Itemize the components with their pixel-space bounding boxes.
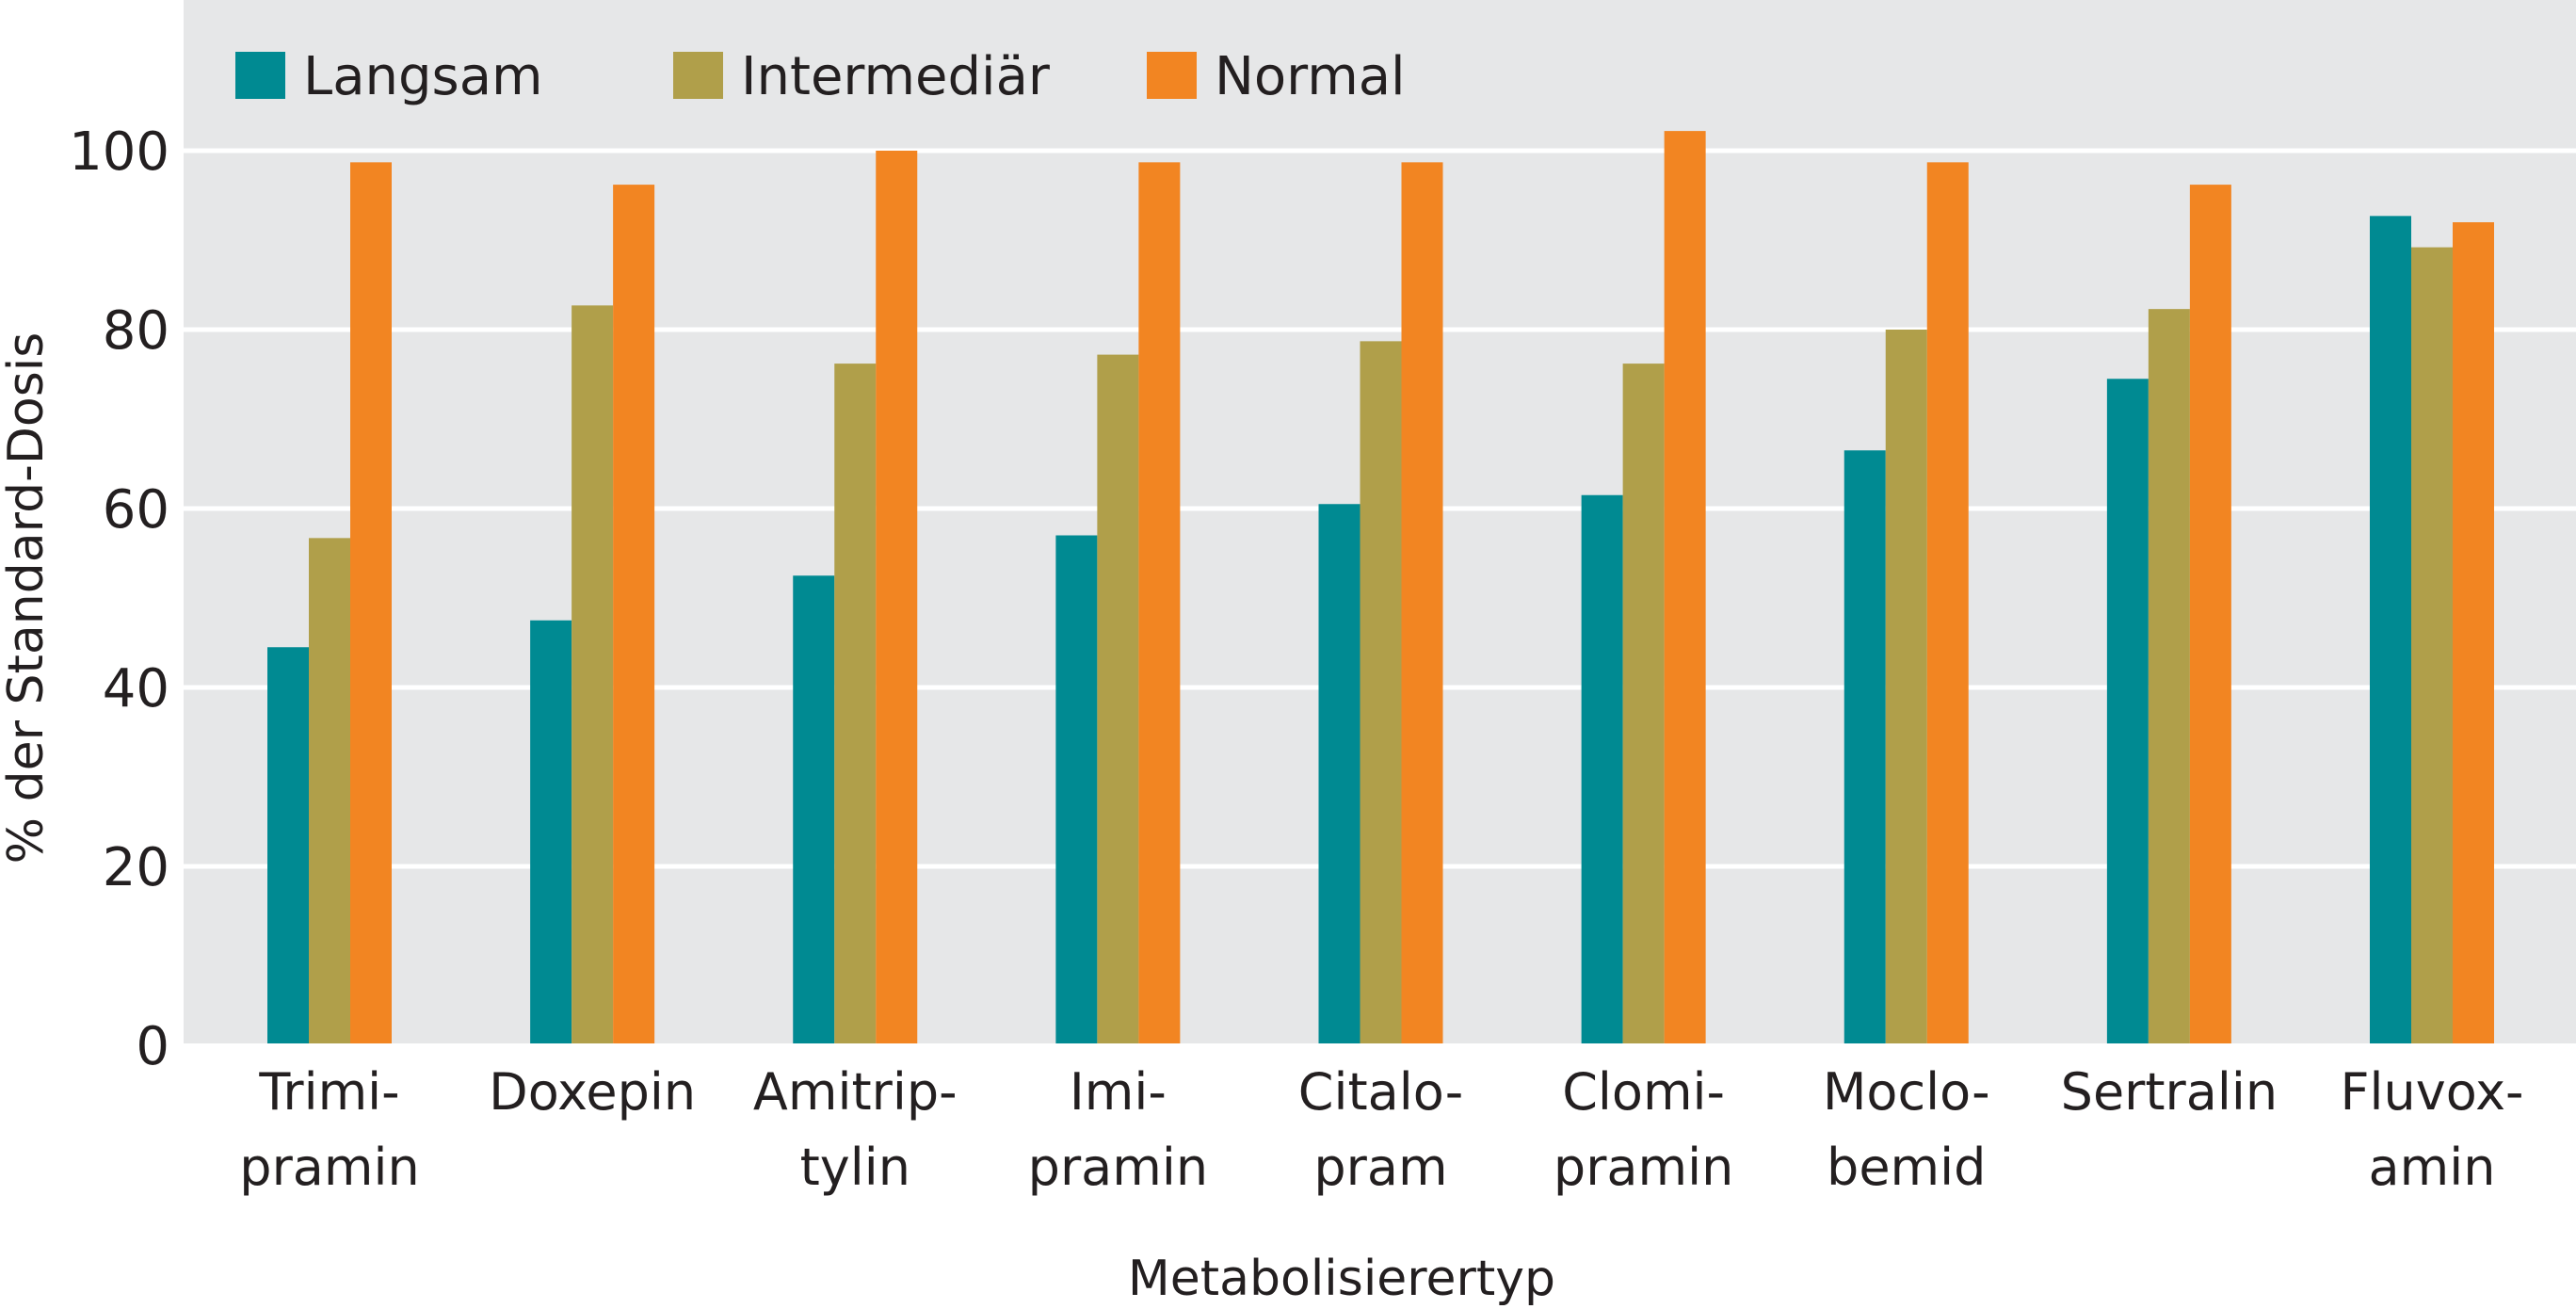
x-category-label: Trimi- (258, 1062, 399, 1122)
bars (267, 131, 2494, 1046)
x-category-label: Sertralin (2061, 1062, 2278, 1122)
legend-label: Langsam (303, 46, 543, 107)
y-tick-label: 80 (103, 300, 169, 362)
y-tick-label: 60 (103, 479, 169, 541)
bar-intermedir-1 (572, 305, 614, 1046)
bar-langsam-3 (1055, 535, 1098, 1045)
x-category-label: Amitrip- (753, 1062, 958, 1122)
x-category-label: Citalo- (1298, 1062, 1464, 1122)
bar-intermedir-2 (834, 364, 877, 1046)
x-category-label: tylin (800, 1138, 910, 1197)
bar-normal-6 (1926, 162, 1969, 1046)
y-tick-label: 20 (103, 837, 169, 898)
bar-normal-7 (2189, 185, 2231, 1046)
y-tick-label: 100 (69, 121, 169, 183)
legend-swatch-normal (1147, 52, 1197, 99)
x-axis-title: Metabolisierertyp (1128, 1251, 1555, 1307)
bar-intermedir-3 (1097, 354, 1139, 1046)
bar-langsam-4 (1318, 504, 1360, 1045)
bar-langsam-5 (1581, 494, 1623, 1045)
legend-label: Normal (1215, 46, 1406, 107)
bar-intermedir-0 (309, 538, 350, 1045)
bar-langsam-2 (793, 575, 835, 1045)
bar-intermedir-5 (1622, 364, 1665, 1046)
x-category-label: Fluvox- (2340, 1062, 2523, 1122)
x-category-label: pram (1313, 1138, 1447, 1197)
legend-swatch-intermedir (673, 52, 723, 99)
bar-intermedir-4 (1360, 341, 1402, 1046)
x-category-label: pramin (239, 1138, 419, 1197)
bar-langsam-7 (2106, 379, 2149, 1045)
bar-langsam-1 (530, 620, 572, 1045)
bar-normal-8 (2453, 222, 2494, 1045)
legend-label: Intermediär (741, 46, 1051, 107)
x-category-label: Clomi- (1562, 1062, 1725, 1122)
x-category-label: pramin (1554, 1138, 1733, 1197)
x-category-label: Imi- (1070, 1062, 1167, 1122)
y-tick-label: 40 (103, 658, 169, 719)
x-category-label: amin (2369, 1138, 2496, 1197)
y-axis-ticks: 0 20 40 60 80 100 (69, 121, 169, 1077)
x-category-label: Doxepin (489, 1062, 696, 1122)
bar-intermedir-8 (2411, 247, 2453, 1046)
y-tick-label: 0 (136, 1016, 169, 1077)
bar-normal-3 (1138, 162, 1181, 1046)
bar-langsam-8 (2370, 216, 2411, 1046)
bar-normal-4 (1401, 162, 1443, 1046)
x-category-label: pramin (1028, 1138, 1208, 1197)
bar-intermedir-6 (1885, 330, 1927, 1045)
x-category-label: Moclo- (1823, 1062, 1990, 1122)
x-category-label: bemid (1827, 1138, 1986, 1197)
bar-normal-5 (1664, 131, 1706, 1046)
bar-normal-0 (350, 162, 392, 1046)
bar-langsam-0 (267, 647, 309, 1045)
y-axis-title: % der Standard-Dosis (0, 332, 55, 865)
x-axis-category-labels: Trimi-pramin Doxepin Amitrip-tylin Imi-pram… (239, 1062, 2523, 1197)
bar-normal-2 (876, 151, 918, 1045)
legend-swatch-langsam (235, 52, 285, 99)
bar-normal-1 (613, 185, 655, 1046)
bar-langsam-6 (1843, 450, 1886, 1045)
bar-intermedir-7 (2148, 309, 2190, 1045)
legend: Langsam Intermediär Normal (235, 46, 1406, 107)
